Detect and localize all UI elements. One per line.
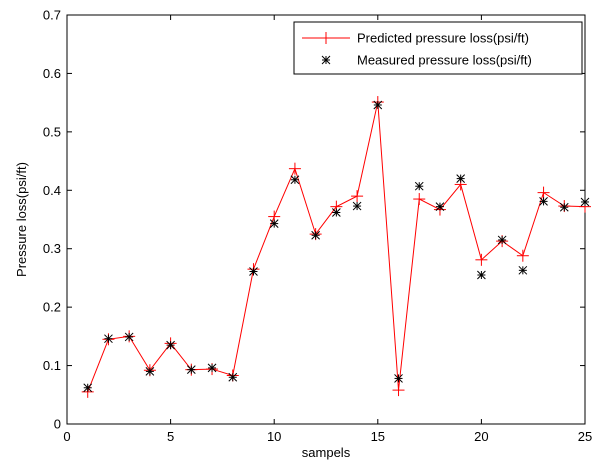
measured-point xyxy=(497,235,507,245)
measured-point xyxy=(83,383,93,393)
x-axis-label: sampels xyxy=(302,445,351,460)
measured-point xyxy=(456,174,466,183)
legend-item: Predicted pressure loss(psi/ft) xyxy=(302,31,529,46)
legend-star-marker xyxy=(321,55,331,65)
predicted-point xyxy=(537,186,550,199)
series-2 xyxy=(83,100,590,393)
predicted-point xyxy=(475,253,488,266)
measured-point xyxy=(249,267,258,276)
measured-point xyxy=(311,230,320,240)
measured-point xyxy=(269,219,279,228)
y-tick-label: 0.6 xyxy=(43,66,61,81)
y-tick-label: 0 xyxy=(54,417,61,432)
legend-label: Predicted pressure loss(psi/ft) xyxy=(357,31,529,46)
measured-point xyxy=(207,363,217,373)
measured-point xyxy=(166,340,175,350)
measured-point xyxy=(228,372,238,382)
measured-point xyxy=(352,201,362,211)
measured-point xyxy=(394,374,403,383)
plot-frame xyxy=(66,14,586,425)
predicted-point xyxy=(288,162,301,175)
legend: Predicted pressure loss(psi/ft) Measured … xyxy=(293,21,583,75)
predicted-point xyxy=(351,190,364,203)
measured-point xyxy=(332,208,341,217)
measured-point xyxy=(580,197,590,207)
predicted-point xyxy=(413,193,426,206)
plot-series xyxy=(81,96,591,398)
legend-box xyxy=(293,21,583,75)
legend-plus-marker xyxy=(320,32,332,44)
x-tick-label: 5 xyxy=(167,429,174,444)
y-tick-label: 0.4 xyxy=(43,183,61,198)
y-tick-label: 0.5 xyxy=(43,124,61,139)
y-tick-label: 0.7 xyxy=(43,8,61,23)
measured-point xyxy=(145,367,155,376)
measured-point xyxy=(124,332,134,342)
x-tick-label: 10 xyxy=(267,429,281,444)
legend-item: Measured pressure loss(psi/ft) xyxy=(321,53,532,68)
x-tick-label: 15 xyxy=(371,429,385,444)
y-tick-label: 0.2 xyxy=(43,300,61,315)
y-tick-label: 0.3 xyxy=(43,241,61,256)
measured-point xyxy=(539,197,548,206)
measured-point xyxy=(435,202,445,211)
series-1 xyxy=(81,96,591,398)
predicted-series-line xyxy=(87,101,586,393)
y-tick-label: 0.1 xyxy=(43,358,61,373)
axes: 0 5 10 15 20 25 0 0.1 0.2 0.3 0.4 0.5 0.6 0.7 xyxy=(43,8,592,445)
y-axis-label: Pressure loss(psi/ft) xyxy=(14,162,29,277)
x-tick-label: 25 xyxy=(578,429,592,444)
measured-point xyxy=(518,265,528,275)
measured-point xyxy=(104,334,113,344)
measured-point xyxy=(290,175,300,185)
x-tick-label: 0 xyxy=(63,429,70,444)
measured-point xyxy=(373,100,383,110)
measured-point xyxy=(477,270,486,280)
x-tick-label: 20 xyxy=(474,429,488,444)
measured-point xyxy=(414,181,424,191)
legend-label: Measured pressure loss(psi/ft) xyxy=(357,53,532,68)
measured-point xyxy=(559,202,569,212)
measured-point xyxy=(186,365,196,375)
predicted-point xyxy=(516,249,529,262)
predicted-point xyxy=(392,384,405,397)
